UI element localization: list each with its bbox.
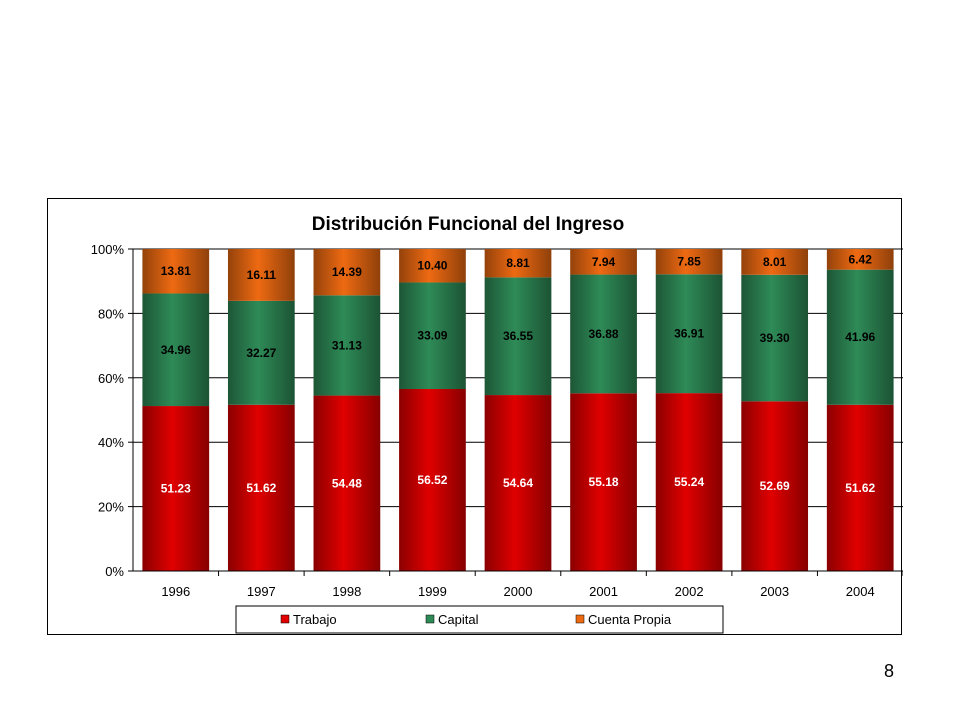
bar-trabajo-2003 (741, 401, 809, 571)
bar-capital-1996 (142, 293, 210, 407)
bar-trabajo-1998 (313, 395, 381, 571)
bar-cuenta-propia-2001 (570, 249, 637, 275)
bar-trabajo-1996 (142, 406, 210, 571)
x-tick-label: 2003 (760, 584, 789, 599)
x-tick-label: 2001 (589, 584, 618, 599)
data-label: 6.42 (849, 252, 873, 266)
data-label: 41.96 (845, 330, 875, 344)
bar-trabajo-1999 (399, 389, 466, 571)
legend-swatch-cuenta-propia (575, 614, 585, 624)
data-label: 7.85 (677, 255, 701, 269)
bar-cuenta-propia-2002 (655, 249, 723, 275)
data-label: 51.62 (246, 481, 276, 495)
bar-trabajo-2002 (655, 393, 723, 571)
data-label: 31.13 (332, 338, 362, 352)
y-tick-label: 40% (98, 435, 124, 450)
legend-label: Capital (438, 612, 479, 627)
data-label: 54.64 (503, 476, 533, 490)
data-label: 8.01 (763, 255, 787, 269)
page-number: 8 (884, 661, 895, 681)
data-label: 36.91 (674, 327, 704, 341)
bar-trabajo-2001 (570, 393, 637, 571)
legend: Trabajo Capital Cuenta Propia (235, 605, 724, 634)
data-label: 34.96 (161, 343, 191, 357)
bars (142, 248, 894, 571)
x-tick-label: 1998 (332, 584, 361, 599)
bar-capital-1997 (227, 300, 295, 405)
data-label: 54.48 (332, 476, 362, 490)
bar-cuenta-propia-1999 (399, 248, 466, 283)
data-label: 33.09 (417, 329, 447, 343)
data-label: 8.81 (506, 256, 530, 270)
bar-capital-2001 (570, 274, 637, 394)
y-tick-label: 60% (98, 371, 124, 386)
data-label: 51.62 (845, 481, 875, 495)
bar-trabajo-2004 (826, 404, 894, 571)
bar-cuenta-propia-1998 (313, 249, 381, 296)
bar-trabajo-1997 (227, 404, 295, 571)
bar-capital-1999 (399, 282, 466, 390)
bar-cuenta-propia-1996 (142, 249, 210, 294)
y-tick-label: 80% (98, 306, 124, 321)
chart-title: Distribución Funcional del Ingreso (312, 214, 624, 235)
bar-cuenta-propia-2004 (826, 249, 894, 270)
data-label: 39.30 (760, 331, 790, 345)
legend-swatch-trabajo (280, 614, 290, 624)
data-label: 36.88 (589, 327, 619, 341)
bar-cuenta-propia-2000 (484, 249, 552, 278)
data-label: 10.40 (417, 259, 447, 273)
bar-capital-2004 (826, 269, 894, 405)
chart-frame: Distribución Funcional del Ingreso 51.23… (47, 198, 903, 635)
data-label: 13.81 (161, 264, 191, 278)
axes: 0% 20% 40% 60% 80% 100% 1996 1997 1998 1999 2000 20… (91, 242, 903, 599)
y-tick-label: 20% (98, 500, 124, 515)
data-label: 16.11 (247, 268, 277, 282)
legend-box (235, 605, 724, 634)
y-tick-label: 0% (105, 564, 124, 579)
data-label: 32.27 (246, 346, 276, 360)
data-label: 14.39 (332, 265, 362, 279)
bar-capital-1998 (313, 295, 381, 396)
bar-trabajo-2000 (484, 395, 552, 571)
x-tick-label: 2004 (846, 584, 875, 599)
legend-swatch-capital (425, 614, 435, 624)
bar-capital-2003 (741, 274, 809, 402)
stacked-bar-chart: Distribución Funcional del Ingreso 51.23… (91, 214, 903, 634)
x-tick-label: 2000 (504, 584, 533, 599)
data-label: 55.24 (674, 475, 704, 489)
data-labels: 51.23 34.96 13.81 51.62 32.27 16.11 54.48 31.13… (161, 252, 876, 495)
x-tick-label: 1996 (161, 584, 190, 599)
x-tick-label: 1999 (418, 584, 447, 599)
data-label: 52.69 (760, 479, 790, 493)
bar-capital-2002 (655, 274, 723, 394)
x-tick-label: 1997 (247, 584, 276, 599)
bar-cuenta-propia-1997 (227, 249, 295, 301)
bar-capital-2000 (484, 277, 552, 396)
bar-cuenta-propia-2003 (741, 249, 809, 275)
data-label: 51.23 (161, 482, 191, 496)
x-tick-label: 2002 (675, 584, 704, 599)
data-label: 7.94 (592, 255, 616, 269)
legend-label: Trabajo (293, 612, 337, 627)
data-label: 36.55 (503, 329, 533, 343)
data-label: 56.52 (417, 473, 447, 487)
data-label: 55.18 (589, 475, 619, 489)
legend-label: Cuenta Propia (588, 612, 672, 627)
y-tick-label: 100% (91, 242, 125, 257)
